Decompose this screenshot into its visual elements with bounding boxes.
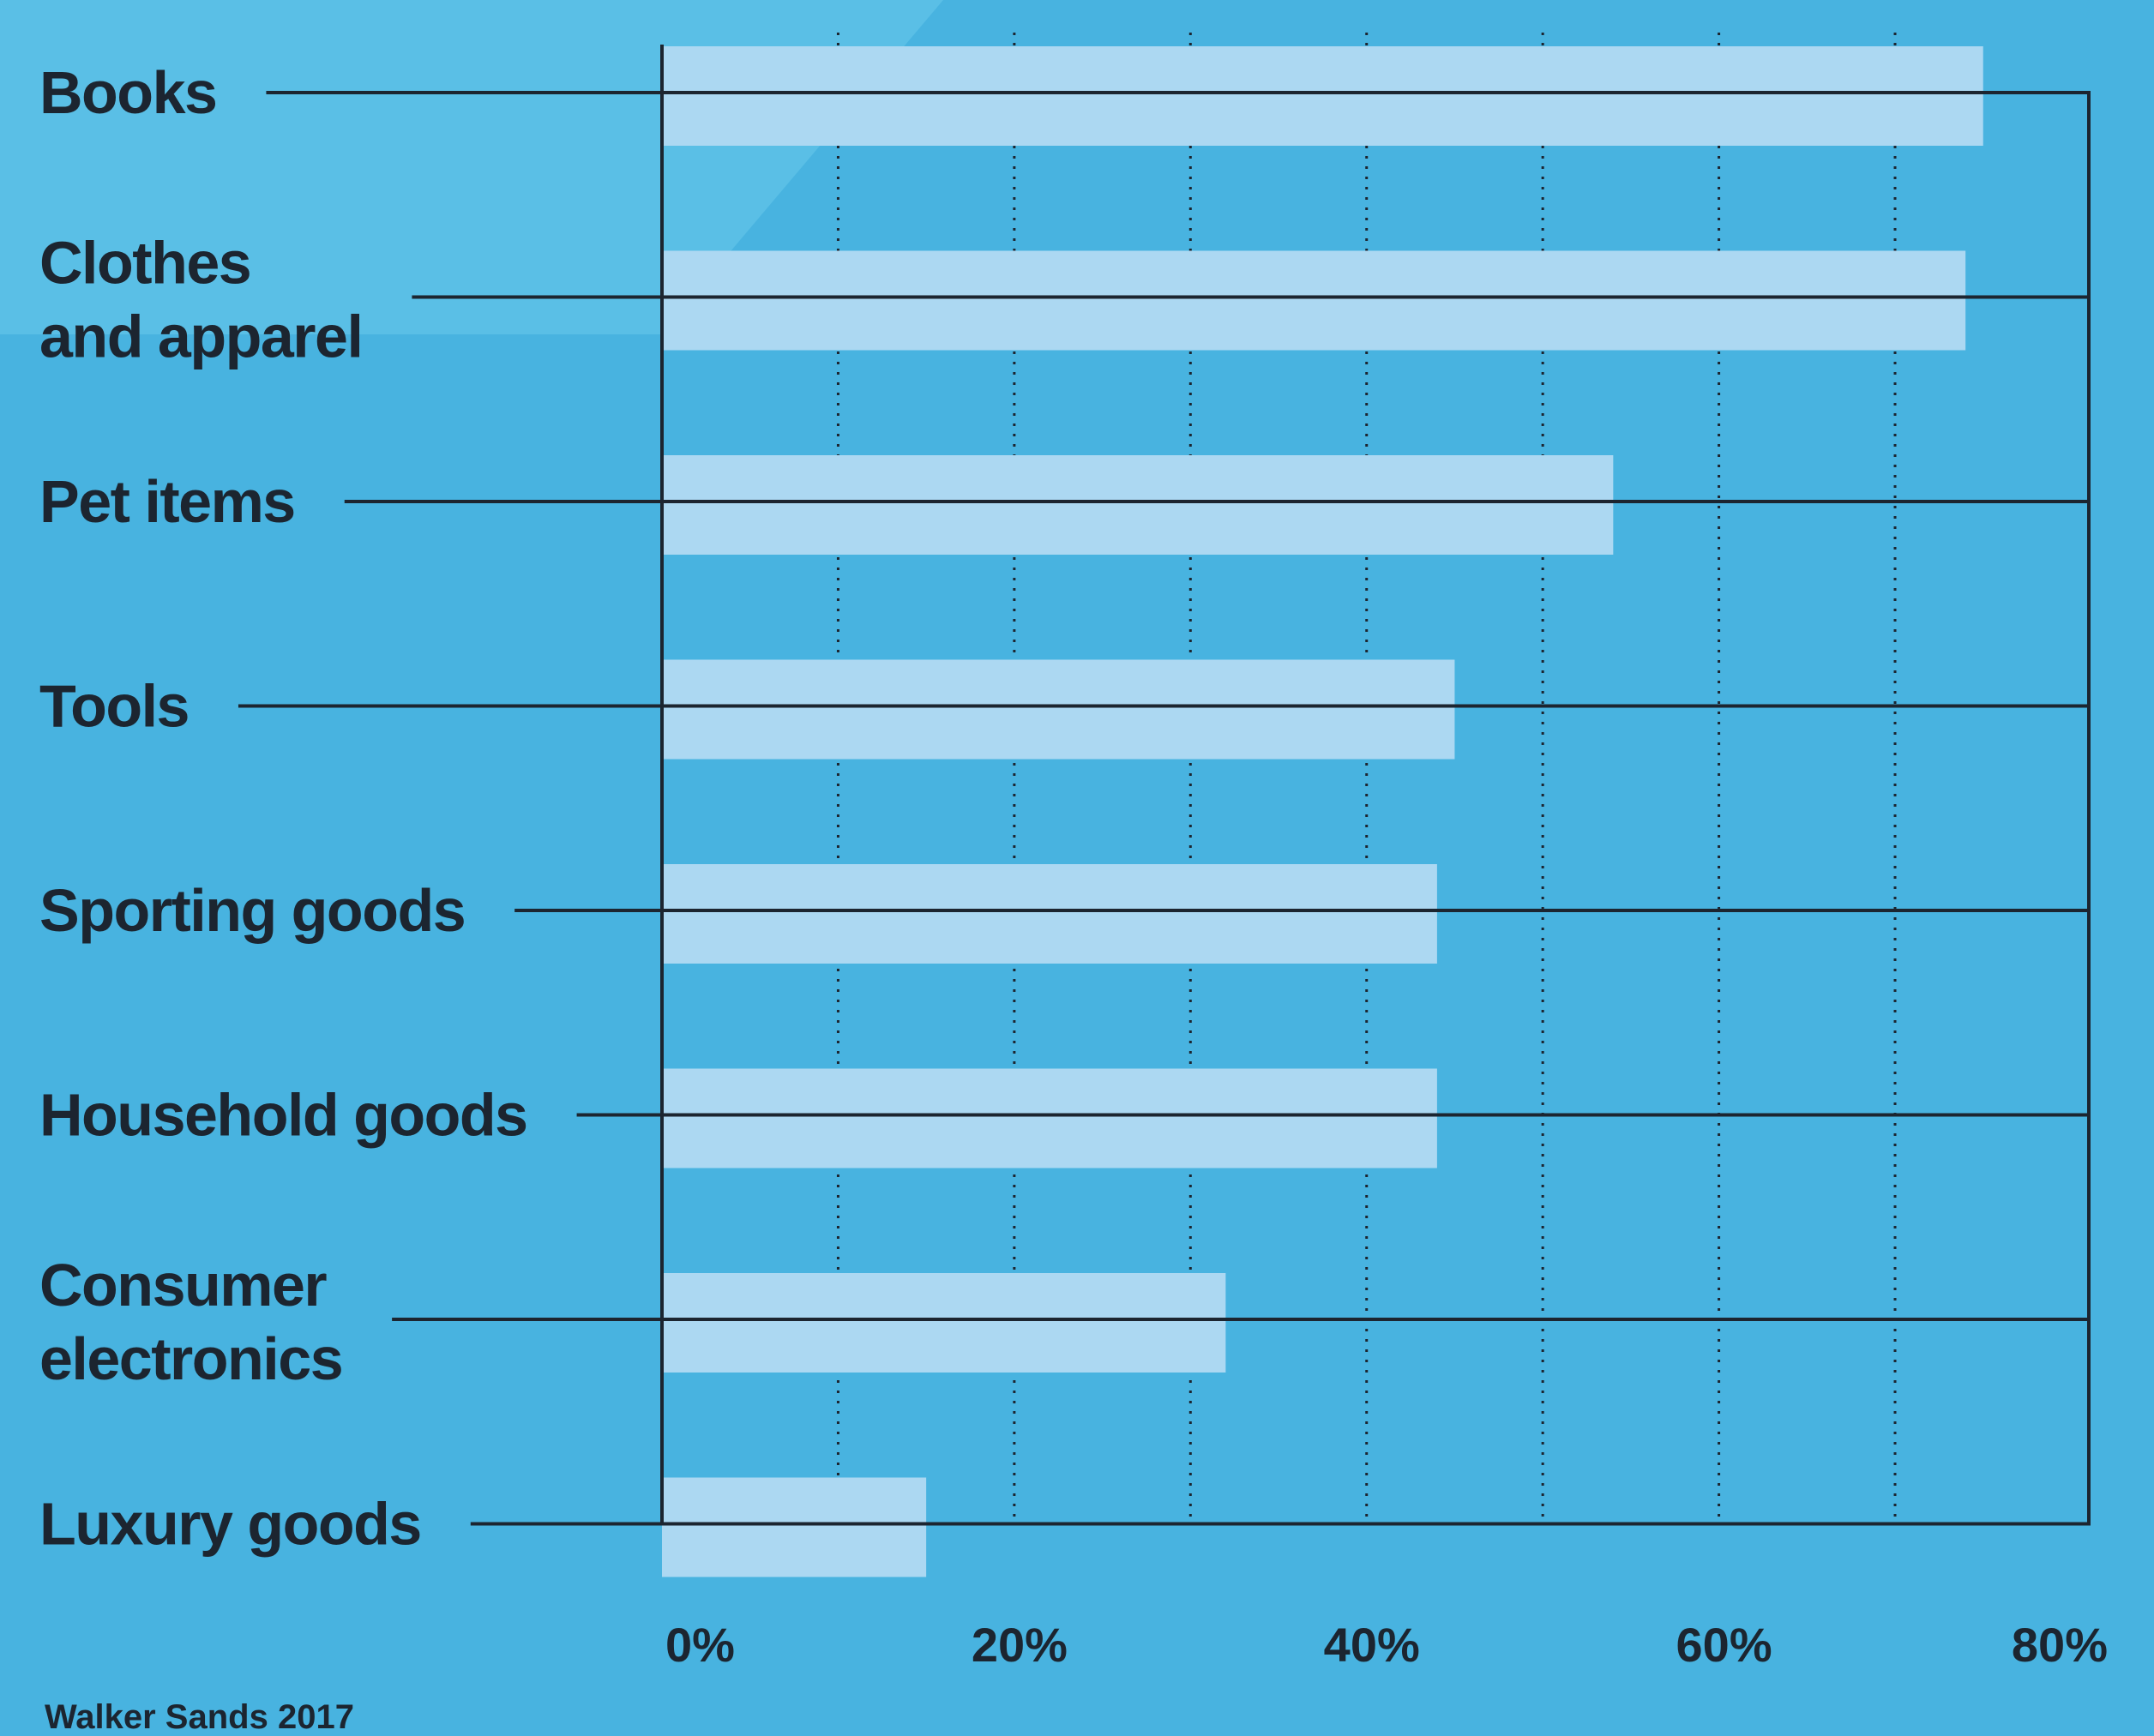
category-label-3: Pet items: [39, 468, 295, 535]
leader-lines: [238, 91, 2089, 1526]
x-tick-label-0: 0%: [665, 1618, 735, 1672]
axes: [660, 45, 2091, 1526]
bar-5: [662, 864, 1437, 964]
x-tick-label-80: 80%: [2012, 1618, 2108, 1672]
x-tick-label-20: 20%: [972, 1618, 1068, 1672]
category-label-7-line-1: Consumer: [39, 1252, 327, 1319]
source-label: Walker Sands 2017: [45, 1698, 354, 1736]
category-label-4: Tools: [39, 673, 189, 740]
x-tick-label-60: 60%: [1676, 1618, 1772, 1672]
category-label-6: Household goods: [39, 1082, 527, 1149]
category-label-2-line-2: and apparel: [39, 303, 362, 370]
bar-4: [662, 659, 1455, 760]
bar-3: [662, 455, 1614, 555]
category-label-7-line-2: electronics: [39, 1325, 342, 1392]
bar-8: [662, 1477, 927, 1577]
bar-2: [662, 250, 1966, 351]
category-label-5: Sporting goods: [39, 877, 465, 944]
x-tick-label-40: 40%: [1324, 1618, 1420, 1672]
bars: [662, 46, 1983, 1577]
bar-7: [662, 1273, 1226, 1373]
bar-6: [662, 1068, 1437, 1168]
bar-1: [662, 46, 1983, 146]
category-label-8: Luxury goods: [39, 1491, 421, 1558]
category-label-2-line-1: Clothes: [39, 230, 250, 297]
category-label-1: Books: [39, 59, 216, 126]
x-tick-labels: 0% 20% 40% 60% 80%: [665, 1618, 2108, 1672]
